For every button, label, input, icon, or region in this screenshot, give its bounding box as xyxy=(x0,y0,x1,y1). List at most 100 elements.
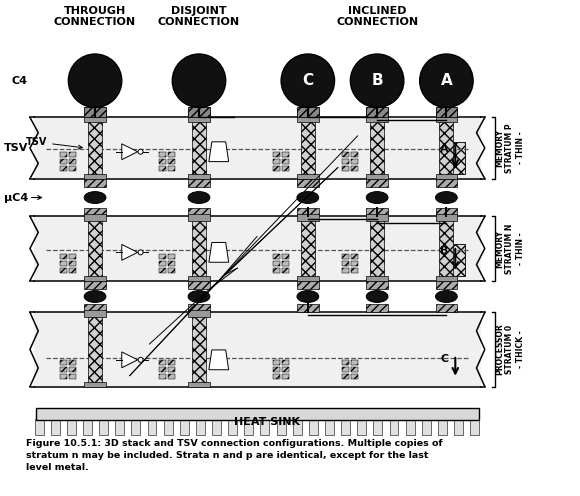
Bar xyxy=(188,108,210,118)
Bar xyxy=(84,310,106,317)
Bar xyxy=(440,219,454,278)
Bar xyxy=(34,312,481,386)
Bar xyxy=(351,360,358,365)
Text: C: C xyxy=(302,73,313,88)
Bar xyxy=(99,419,108,435)
Bar xyxy=(374,419,382,435)
Circle shape xyxy=(350,54,404,108)
Bar xyxy=(370,219,384,278)
Bar xyxy=(451,244,465,276)
Bar xyxy=(188,174,210,179)
Bar xyxy=(273,159,280,164)
Bar xyxy=(422,419,431,435)
Bar xyxy=(244,419,253,435)
Bar xyxy=(160,373,166,378)
Bar xyxy=(436,214,457,221)
Ellipse shape xyxy=(188,291,210,303)
Bar xyxy=(297,281,319,289)
Ellipse shape xyxy=(436,291,457,303)
Bar xyxy=(188,310,210,317)
Text: B: B xyxy=(440,246,448,256)
Bar xyxy=(168,254,175,259)
Bar xyxy=(454,419,463,435)
Polygon shape xyxy=(209,350,229,370)
Bar xyxy=(470,419,479,435)
Bar xyxy=(164,419,173,435)
Bar xyxy=(168,268,175,273)
Bar xyxy=(370,121,384,176)
Bar xyxy=(88,219,102,278)
Bar xyxy=(440,121,454,176)
Text: THROUGH
CONNECTION: THROUGH CONNECTION xyxy=(54,5,136,27)
Bar xyxy=(188,179,210,186)
Bar xyxy=(60,159,67,164)
Ellipse shape xyxy=(366,191,388,203)
Bar xyxy=(115,419,124,435)
Ellipse shape xyxy=(84,291,106,303)
Bar xyxy=(160,367,166,372)
Bar xyxy=(366,116,388,123)
Bar xyxy=(282,159,289,164)
Ellipse shape xyxy=(188,191,210,203)
Bar xyxy=(70,373,76,378)
Bar xyxy=(84,179,106,186)
Bar xyxy=(188,305,210,312)
Bar xyxy=(160,152,166,157)
Bar xyxy=(70,166,76,171)
Bar xyxy=(273,367,280,372)
Bar xyxy=(60,254,67,259)
Bar xyxy=(168,367,175,372)
Bar xyxy=(366,214,388,221)
Bar xyxy=(84,305,106,312)
Bar xyxy=(60,367,67,372)
Bar xyxy=(297,276,319,281)
Bar xyxy=(70,261,76,266)
Circle shape xyxy=(172,54,226,108)
Bar xyxy=(84,108,106,118)
Bar xyxy=(297,174,319,179)
Bar xyxy=(70,367,76,372)
Bar xyxy=(67,419,76,435)
Bar xyxy=(273,373,280,378)
Bar xyxy=(60,360,67,365)
Polygon shape xyxy=(209,243,229,262)
Bar xyxy=(84,174,106,179)
Bar xyxy=(70,360,76,365)
Text: stratum n may be included. Strata n and p are identical, except for the last: stratum n may be included. Strata n and … xyxy=(26,451,428,460)
Bar xyxy=(366,208,388,216)
Bar xyxy=(282,373,289,378)
Text: MEMORY
STRATUM N
- THIN -: MEMORY STRATUM N - THIN - xyxy=(495,223,525,274)
Bar xyxy=(34,118,481,179)
Text: INCLINED
CONNECTION: INCLINED CONNECTION xyxy=(336,5,418,27)
Bar xyxy=(297,108,319,118)
Bar xyxy=(341,419,350,435)
Bar xyxy=(83,419,92,435)
Bar xyxy=(342,159,349,164)
Text: C4: C4 xyxy=(12,76,28,86)
Bar xyxy=(436,179,457,186)
Bar xyxy=(36,408,479,420)
Text: HEAT SINK: HEAT SINK xyxy=(234,417,300,427)
Bar xyxy=(192,315,206,383)
Text: PROCESSOR
STRATUM 0
- THICK -: PROCESSOR STRATUM 0 - THICK - xyxy=(495,323,525,375)
Bar xyxy=(342,268,349,273)
Bar xyxy=(84,208,106,216)
Bar xyxy=(297,305,319,312)
Bar xyxy=(351,159,358,164)
Bar xyxy=(273,360,280,365)
Bar xyxy=(451,142,465,174)
Bar xyxy=(351,261,358,266)
Bar xyxy=(70,152,76,157)
Bar xyxy=(168,261,175,266)
Bar xyxy=(188,381,210,386)
Bar xyxy=(405,419,415,435)
Ellipse shape xyxy=(84,191,106,203)
Bar xyxy=(192,219,206,278)
Bar xyxy=(188,208,210,216)
Polygon shape xyxy=(122,245,137,260)
Bar xyxy=(436,276,457,281)
Bar xyxy=(188,116,210,123)
Bar xyxy=(342,261,349,266)
Bar xyxy=(366,179,388,186)
Bar xyxy=(160,360,166,365)
